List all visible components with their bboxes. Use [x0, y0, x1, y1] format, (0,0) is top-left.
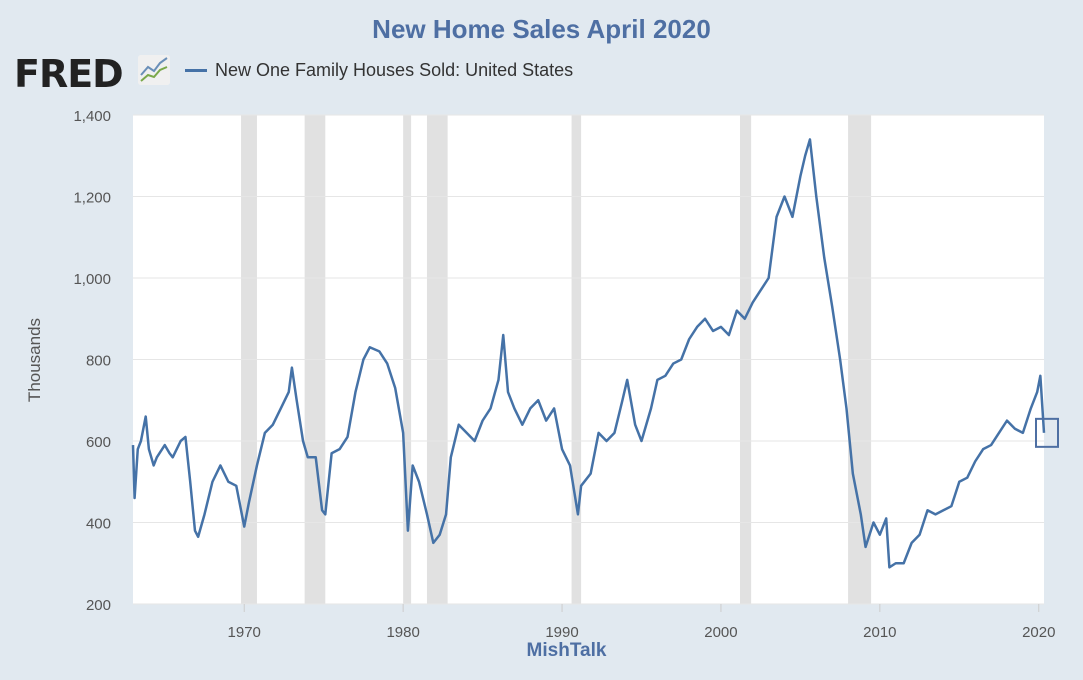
legend-swatch: [185, 69, 207, 72]
x-tick-label: 2020: [1022, 624, 1055, 641]
y-tick-label: 1,400: [73, 108, 111, 125]
y-tick-label: 800: [86, 353, 111, 370]
highlight-box: [1035, 417, 1059, 448]
x-tick-label: 1980: [386, 624, 419, 641]
x-tick-label: 1970: [228, 624, 261, 641]
y-axis-label: Thousands: [25, 318, 44, 402]
y-tick-label: 400: [86, 516, 111, 533]
y-tick-label: 1,000: [73, 271, 111, 288]
fred-logo: FRED: [14, 52, 124, 96]
y-tick-label: 1,200: [73, 190, 111, 207]
x-tick-label: 1990: [545, 624, 578, 641]
x-tick-label: 2000: [704, 624, 737, 641]
series-line: [131, 138, 1046, 569]
y-tick-label: 200: [86, 597, 111, 614]
x-tick-label: 2010: [863, 624, 896, 641]
legend-label: New One Family Houses Sold: United State…: [215, 60, 574, 80]
chart-title: New Home Sales April 2020: [372, 14, 711, 44]
fred-chart-icon: [138, 55, 170, 85]
y-tick-label: 600: [86, 434, 111, 451]
legend-item[interactable]: New One Family Houses Sold: United State…: [185, 60, 573, 81]
x-axis-label: MishTalk: [526, 640, 607, 661]
